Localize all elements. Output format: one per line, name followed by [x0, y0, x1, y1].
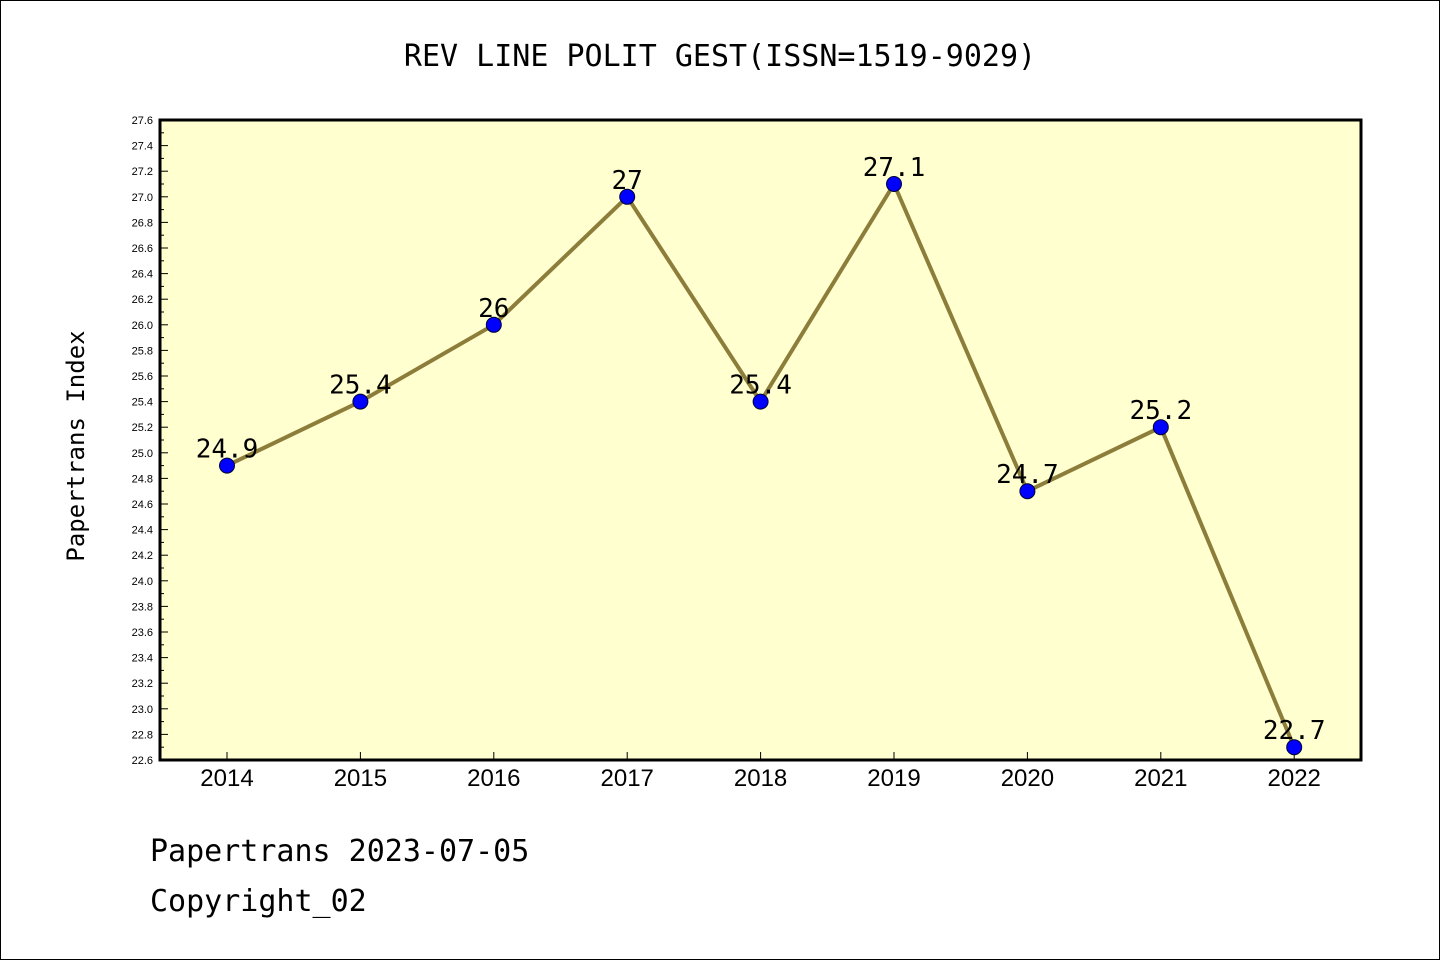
data-point	[1152, 419, 1169, 436]
data-label: 27.1	[863, 153, 926, 183]
data-label: 24.7	[996, 460, 1059, 490]
x-tick-label: 2019	[867, 765, 920, 792]
data-point	[352, 393, 369, 410]
y-tick-label: 25.8	[132, 345, 153, 357]
y-axis: 22.6 22.8 23.0 23.2 23.4 23.6 23.8 24.0 24.2 24.4…	[132, 115, 168, 767]
x-tick-label: 2017	[601, 765, 654, 792]
y-tick-label: 23.6	[132, 627, 153, 639]
footer-copyright: Copyright_02	[150, 884, 367, 919]
y-tick-label: 26.2	[132, 294, 153, 306]
data-label: 26	[478, 294, 509, 324]
y-tick-label: 26.6	[132, 243, 153, 255]
y-tick-label: 25.2	[132, 422, 153, 434]
y-tick-label: 27.6	[132, 115, 153, 127]
plot-area	[158, 118, 1363, 762]
y-tick-label: 27.4	[132, 141, 153, 153]
data-label: 25.4	[329, 371, 392, 401]
data-labels: 24.9 25.4 26 27 25.4 27.1 24.7 25.2 22.7	[196, 153, 1326, 746]
y-tick-label: 23.4	[132, 653, 153, 665]
y-tick-label: 23.8	[132, 601, 153, 613]
y-tick-label: 27.0	[132, 192, 153, 204]
data-point	[619, 188, 636, 205]
data-label: 22.7	[1263, 716, 1326, 746]
x-tick-label: 2020	[1001, 765, 1054, 792]
data-label: 25.4	[729, 371, 792, 401]
y-tick-label: 23.2	[132, 678, 153, 690]
y-tick-label: 26.4	[132, 269, 153, 281]
x-tick-label: 2014	[200, 765, 253, 792]
y-tick-label: 25.4	[132, 397, 153, 409]
x-tick-label: 2021	[1134, 765, 1187, 792]
data-point	[1019, 483, 1036, 500]
y-tick-label: 22.8	[132, 729, 153, 741]
x-axis: 2014 2015 2016 2017 2018 2019 2020 2021 2022	[200, 752, 1321, 792]
data-point	[1286, 739, 1303, 756]
data-point	[886, 176, 902, 192]
data-label: 24.9	[196, 435, 259, 465]
y-tick-label: 25.6	[132, 371, 153, 383]
y-tick-label: 24.2	[132, 550, 153, 562]
y-tick-label: 24.4	[132, 525, 153, 537]
footer-date: Papertrans 2023-07-05	[150, 834, 530, 869]
data-label: 27	[612, 166, 643, 196]
y-axis-label: Papertrans Index	[62, 330, 90, 561]
y-tick-label: 24.0	[132, 576, 153, 588]
x-tick-label: 2022	[1268, 765, 1321, 792]
data-point	[752, 393, 769, 410]
y-tick-label: 23.0	[132, 704, 153, 716]
x-tick-label: 2015	[334, 765, 387, 792]
y-tick-label: 27.2	[132, 166, 153, 178]
data-label: 25.2	[1129, 396, 1192, 426]
y-tick-label: 25.0	[132, 448, 153, 460]
y-tick-label: 24.8	[132, 473, 153, 485]
y-tick-label: 22.6	[132, 755, 153, 767]
chart-title: REV LINE POLIT GEST(ISSN=1519-9029)	[404, 39, 1036, 74]
series-markers	[219, 176, 1303, 756]
y-tick-label: 24.6	[132, 499, 153, 511]
y-tick-label: 26.0	[132, 320, 153, 332]
data-point	[485, 316, 502, 333]
y-tick-label: 26.8	[132, 217, 153, 229]
x-tick-label: 2016	[467, 765, 520, 792]
x-tick-label: 2018	[734, 765, 787, 792]
data-point	[219, 457, 235, 474]
